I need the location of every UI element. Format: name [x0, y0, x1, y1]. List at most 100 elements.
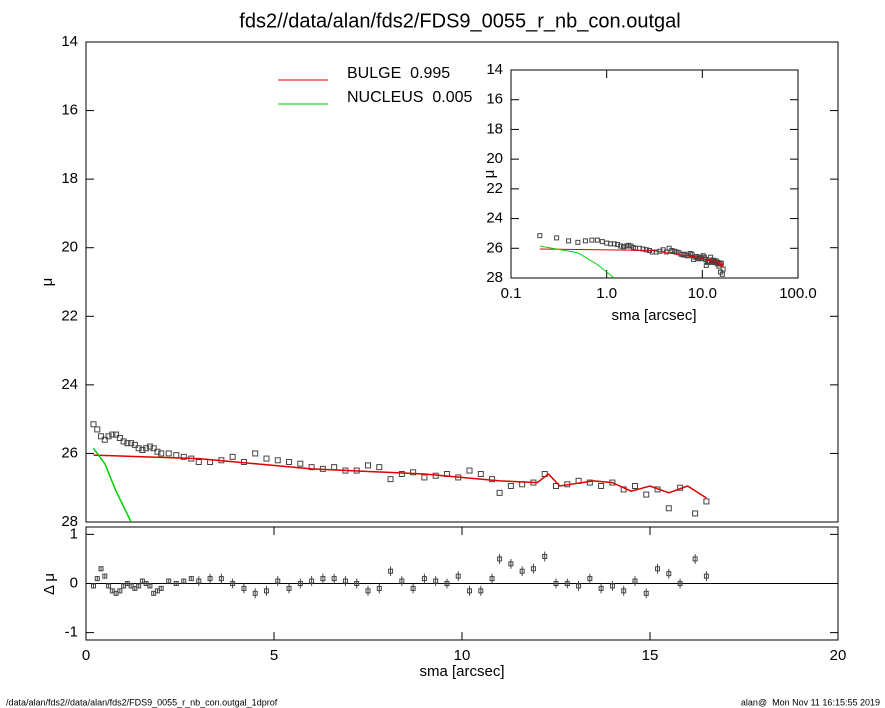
data-point	[703, 498, 710, 505]
residual-point	[666, 571, 672, 577]
y-tick-label: 28	[61, 513, 78, 530]
data-point	[665, 505, 672, 512]
model-line	[539, 245, 615, 278]
residual-point	[320, 576, 326, 582]
x-tick-label: 10.0	[688, 285, 717, 302]
data-point	[669, 248, 675, 254]
x-tick-label: 0	[82, 647, 90, 664]
x-tick-label: 20	[830, 647, 847, 664]
data-point	[586, 479, 593, 486]
residual-point	[692, 556, 698, 562]
residual-point	[241, 585, 247, 591]
data-point	[621, 244, 627, 250]
residual-point	[467, 588, 473, 594]
residual-point	[102, 573, 108, 579]
model-line	[92, 447, 132, 522]
model-line	[539, 248, 724, 268]
residual-point	[564, 581, 570, 586]
plot-frame	[510, 69, 799, 279]
y-tick-label: 24	[486, 210, 503, 227]
data-point	[131, 441, 138, 448]
data-point	[180, 453, 187, 460]
y-axis-label: μ	[39, 278, 56, 287]
residual-point	[598, 585, 604, 591]
residual-point	[655, 566, 661, 572]
x-axis-label: sma [arcsec]	[419, 663, 504, 680]
residual-point	[117, 588, 123, 594]
data-point	[135, 445, 142, 452]
data-point	[566, 238, 572, 244]
residual-point	[286, 585, 292, 591]
data-point	[692, 510, 699, 517]
data-point	[631, 483, 638, 489]
residual-point	[196, 578, 202, 584]
residual-point	[94, 576, 100, 582]
residual-point	[365, 588, 371, 594]
data-point	[618, 243, 624, 249]
residual-point	[98, 566, 104, 572]
data-point	[274, 457, 281, 464]
y-tick-label: 20	[486, 150, 503, 167]
data-point	[640, 246, 646, 252]
residual-point	[158, 585, 164, 591]
data-point	[263, 455, 270, 462]
residual-point	[542, 553, 548, 559]
residual-point	[444, 581, 450, 586]
residual-point	[136, 583, 142, 589]
x-axis-label: sma [arcsec]	[611, 307, 696, 324]
inset-background	[511, 70, 798, 278]
residual-point	[643, 590, 649, 596]
y-tick-label: 24	[61, 376, 78, 393]
y-tick-label: 22	[486, 180, 503, 197]
residual-point	[275, 578, 281, 584]
legend-label: NUCLEUS 0.005	[347, 89, 472, 106]
residual-point	[399, 578, 405, 584]
residual-point	[188, 576, 194, 582]
data-point	[466, 467, 473, 474]
data-point	[158, 450, 165, 457]
residual-point	[91, 583, 97, 589]
residual-point	[433, 578, 439, 584]
residual-point	[252, 590, 258, 596]
data-point	[101, 436, 108, 443]
residual-point	[677, 581, 683, 586]
y-tick-label: 16	[61, 102, 78, 119]
footer-left: /data/alan/fds2//data/alan/fds2/FDS9_005…	[6, 697, 278, 707]
data-point	[575, 239, 581, 245]
data-point	[116, 435, 123, 441]
x-tick-label: 0.1	[501, 285, 522, 302]
data-point	[365, 462, 371, 469]
residual-point	[703, 573, 709, 579]
residual-point	[621, 588, 627, 594]
residual-point	[230, 581, 236, 586]
data-point	[105, 433, 112, 440]
x-tick-label: 100.0	[779, 285, 817, 302]
x-tick-label: 1.0	[596, 285, 617, 302]
data-point	[537, 233, 543, 239]
data-point	[90, 421, 97, 428]
y-tick-label: 18	[61, 170, 78, 187]
residual-point	[478, 588, 484, 594]
residual-point	[218, 576, 224, 582]
plot-frame	[85, 41, 839, 523]
y-tick-label: 26	[61, 444, 78, 461]
residual-point	[497, 556, 503, 562]
residual-point	[376, 585, 382, 591]
data-point	[139, 447, 146, 453]
data-point	[98, 433, 105, 440]
residual-point	[576, 583, 582, 589]
model-line	[93, 454, 707, 499]
y-tick-label: 14	[486, 61, 503, 78]
plot-area	[90, 421, 710, 522]
data-point	[410, 469, 417, 476]
residual-point	[553, 581, 559, 586]
residual-point	[410, 585, 416, 591]
data-point	[94, 426, 101, 433]
data-point	[553, 483, 559, 489]
data-point	[554, 235, 560, 241]
residual-point	[207, 576, 213, 582]
data-point	[109, 431, 116, 438]
data-point	[252, 450, 259, 457]
